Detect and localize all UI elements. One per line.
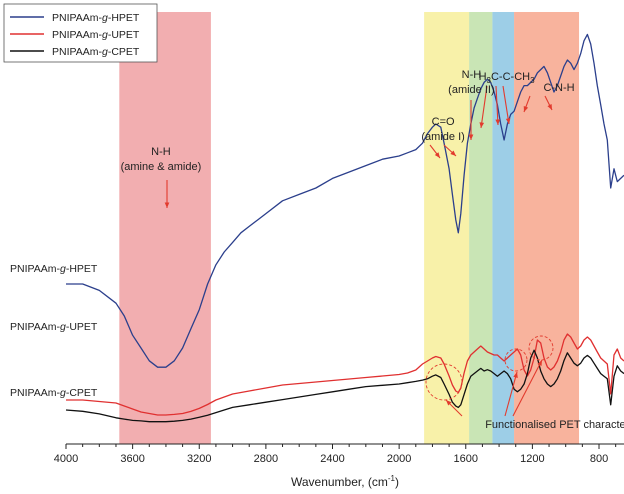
formula-part-sub-3b: 3: [530, 76, 535, 85]
series-label-hpet: PNIPAAm-g-HPET: [10, 263, 98, 275]
annotation-nh-amide-line2: (amide II): [448, 84, 494, 96]
annotation-nh-amine-line1: N-H: [151, 146, 171, 158]
legend-entry-upet: PNIPAAm-g-UPET: [52, 29, 140, 41]
formula-part-ccch: C-C-CH: [491, 71, 530, 83]
annotation-nh-amine-line2: (amine & amide): [121, 161, 202, 173]
x-tick-label-800: 800: [590, 453, 608, 465]
annotation-functionalised-pet: Functionalised PET characteristic: [485, 419, 624, 431]
x-tick-label-1600: 1600: [454, 453, 478, 465]
band-0: [119, 12, 211, 444]
annotation-cnh: C-N-H: [543, 82, 574, 94]
annotation-co-line2: (amide I): [421, 131, 464, 143]
formula-part-h: H: [479, 71, 487, 83]
legend-entry-hpet: PNIPAAm-g-HPET: [52, 12, 140, 24]
x-axis-title: Wavenumber, (cm-1): [291, 474, 399, 489]
annotation-co-line1: C=O: [432, 116, 455, 128]
series-label-cpet: PNIPAAm-g-CPET: [10, 387, 98, 399]
x-tick-label-2000: 2000: [387, 453, 411, 465]
series-label-upet: PNIPAAm-g-UPET: [10, 321, 98, 333]
x-tick-label-2400: 2400: [320, 453, 344, 465]
legend-entry-cpet: PNIPAAm-g-CPET: [52, 46, 140, 58]
x-tick-label-3600: 3600: [120, 453, 144, 465]
x-tick-label-3200: 3200: [187, 453, 211, 465]
x-axis: 4000 3600 3200 2800 2400 2000 1600 1200 800: [54, 444, 624, 465]
legend: PNIPAAm-g-HPET PNIPAAm-g-UPET PNIPAAm-g-…: [4, 4, 157, 62]
x-tick-label-2800: 2800: [254, 453, 278, 465]
x-tick-label-4000: 4000: [54, 453, 78, 465]
x-tick-label-1200: 1200: [520, 453, 544, 465]
